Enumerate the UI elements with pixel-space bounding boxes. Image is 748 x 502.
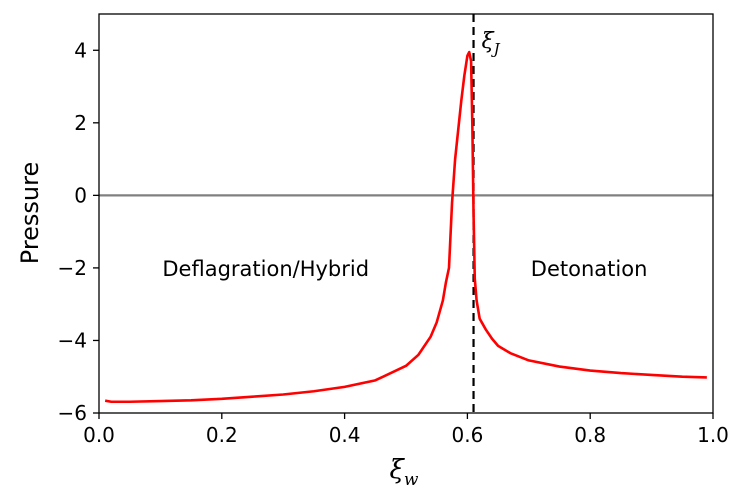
- region-label-deflagration: Deflagration/Hybrid: [162, 257, 369, 281]
- xi-j-subscript: J: [491, 40, 501, 58]
- x-tick-label: 0.2: [206, 423, 238, 447]
- xi-j-symbol: ξ: [482, 29, 496, 54]
- x-axis-label: ξw: [390, 455, 419, 490]
- series-layer: [104, 50, 707, 404]
- plot-frame: [98, 13, 714, 414]
- xi-j-label: ξJ: [482, 29, 501, 58]
- y-tick-label: −4: [58, 328, 87, 352]
- y-axis-label: Pressure: [16, 162, 44, 264]
- x-tick-label: 1.0: [697, 423, 729, 447]
- pressure-series-line: [104, 50, 707, 404]
- x-tick-label: 0.0: [83, 423, 115, 447]
- y-tick-label: 0: [74, 183, 87, 207]
- y-tick-label: 4: [74, 38, 87, 62]
- y-tick-label: −6: [58, 401, 87, 425]
- x-tick-label: 0.8: [574, 423, 606, 447]
- region-label-detonation: Detonation: [531, 257, 648, 281]
- x-tick-label: 0.4: [329, 423, 361, 447]
- y-tick-label: 2: [74, 111, 87, 135]
- x-axis-label-symbol: ξ: [390, 455, 406, 485]
- y-tick-label: −2: [58, 256, 87, 280]
- x-tick-label: 0.6: [451, 423, 483, 447]
- x-axis-label-subscript: w: [404, 470, 419, 490]
- ticks-layer: 0.0 0.2 0.4 0.6 0.8 1.0 −6 −4 −2 0 2 4: [58, 38, 729, 447]
